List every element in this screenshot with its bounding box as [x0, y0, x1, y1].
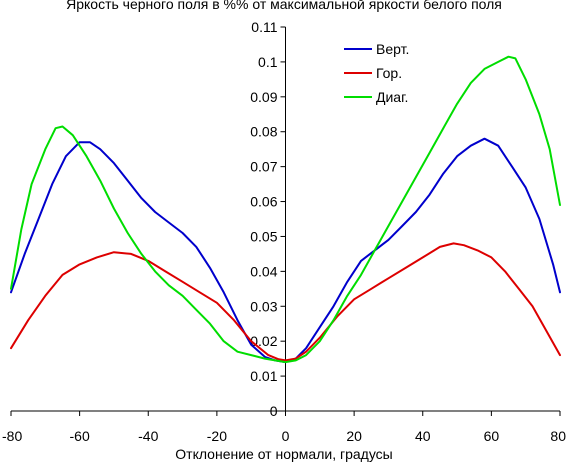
legend-label: Верт. — [376, 41, 409, 57]
legend-label: Гор. — [376, 65, 402, 81]
x-tick-label: -20 — [207, 428, 227, 444]
x-tick-label: 0 — [282, 428, 290, 444]
x-tick-label: -60 — [70, 428, 90, 444]
x-axis-label: Отклонение от нормали, градусы — [175, 446, 393, 462]
x-tick-label: 40 — [415, 428, 431, 444]
axes — [11, 27, 560, 412]
x-tick-label: 60 — [484, 428, 500, 444]
series-line — [10, 55, 561, 364]
y-tick-label: 0.08 — [250, 124, 277, 140]
y-tick-label: 0.03 — [250, 298, 277, 314]
x-tick-label: 20 — [346, 428, 362, 444]
y-tick-label: 0.06 — [250, 194, 277, 210]
y-tick-label: 0.05 — [250, 228, 277, 244]
x-tick-label: -40 — [138, 428, 158, 444]
y-tick-label: 0.09 — [250, 89, 277, 105]
series-line — [10, 242, 561, 362]
y-tick-label: 0 — [270, 403, 278, 419]
legend: Верт. Гор. Диаг. — [344, 41, 409, 105]
x-tick-label: 80 — [550, 428, 566, 444]
legend-label: Диаг. — [376, 89, 408, 105]
x-ticks: -80 -60 -40 -20 0 20 40 60 80 — [2, 411, 566, 444]
y-tick-label: 0.07 — [250, 159, 277, 175]
y-tick-label: 0.01 — [250, 368, 277, 384]
y-tick-label: 0.11 — [251, 19, 277, 35]
series-lines — [10, 55, 561, 364]
y-tick-label: 0.04 — [250, 263, 277, 279]
y-tick-label: 0.1 — [258, 54, 278, 70]
chart-title: Яркость черного поля в %% от максимально… — [66, 0, 502, 12]
x-tick-label: -80 — [2, 428, 22, 444]
